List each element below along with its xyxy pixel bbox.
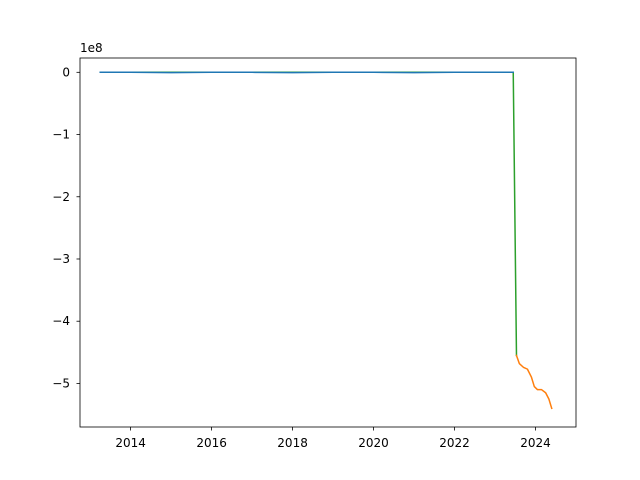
x-tick-label: 2022 bbox=[439, 436, 470, 450]
x-tick-label: 2018 bbox=[277, 436, 308, 450]
y-tick-label: −1 bbox=[52, 128, 70, 142]
series-line-2 bbox=[515, 354, 553, 410]
x-tick-label: 2016 bbox=[196, 436, 227, 450]
x-tick-label: 2024 bbox=[520, 436, 551, 450]
y-offset-label: 1e8 bbox=[80, 41, 103, 55]
axes-frame bbox=[79, 57, 577, 428]
plot-lines bbox=[99, 71, 553, 410]
y-tick-label: −2 bbox=[52, 190, 70, 204]
x-tick-label: 2020 bbox=[358, 436, 389, 450]
x-tick-label: 2014 bbox=[115, 436, 146, 450]
y-tick-label: −3 bbox=[52, 252, 70, 266]
y-tick-label: −5 bbox=[52, 376, 70, 390]
y-tick-label: 0 bbox=[62, 65, 70, 79]
y-axis: 0 −1 −2 −3 −4 −5 bbox=[52, 65, 80, 390]
x-axis: 2014 2016 2018 2020 2022 2024 bbox=[115, 427, 551, 450]
y-tick-label: −4 bbox=[52, 314, 70, 328]
